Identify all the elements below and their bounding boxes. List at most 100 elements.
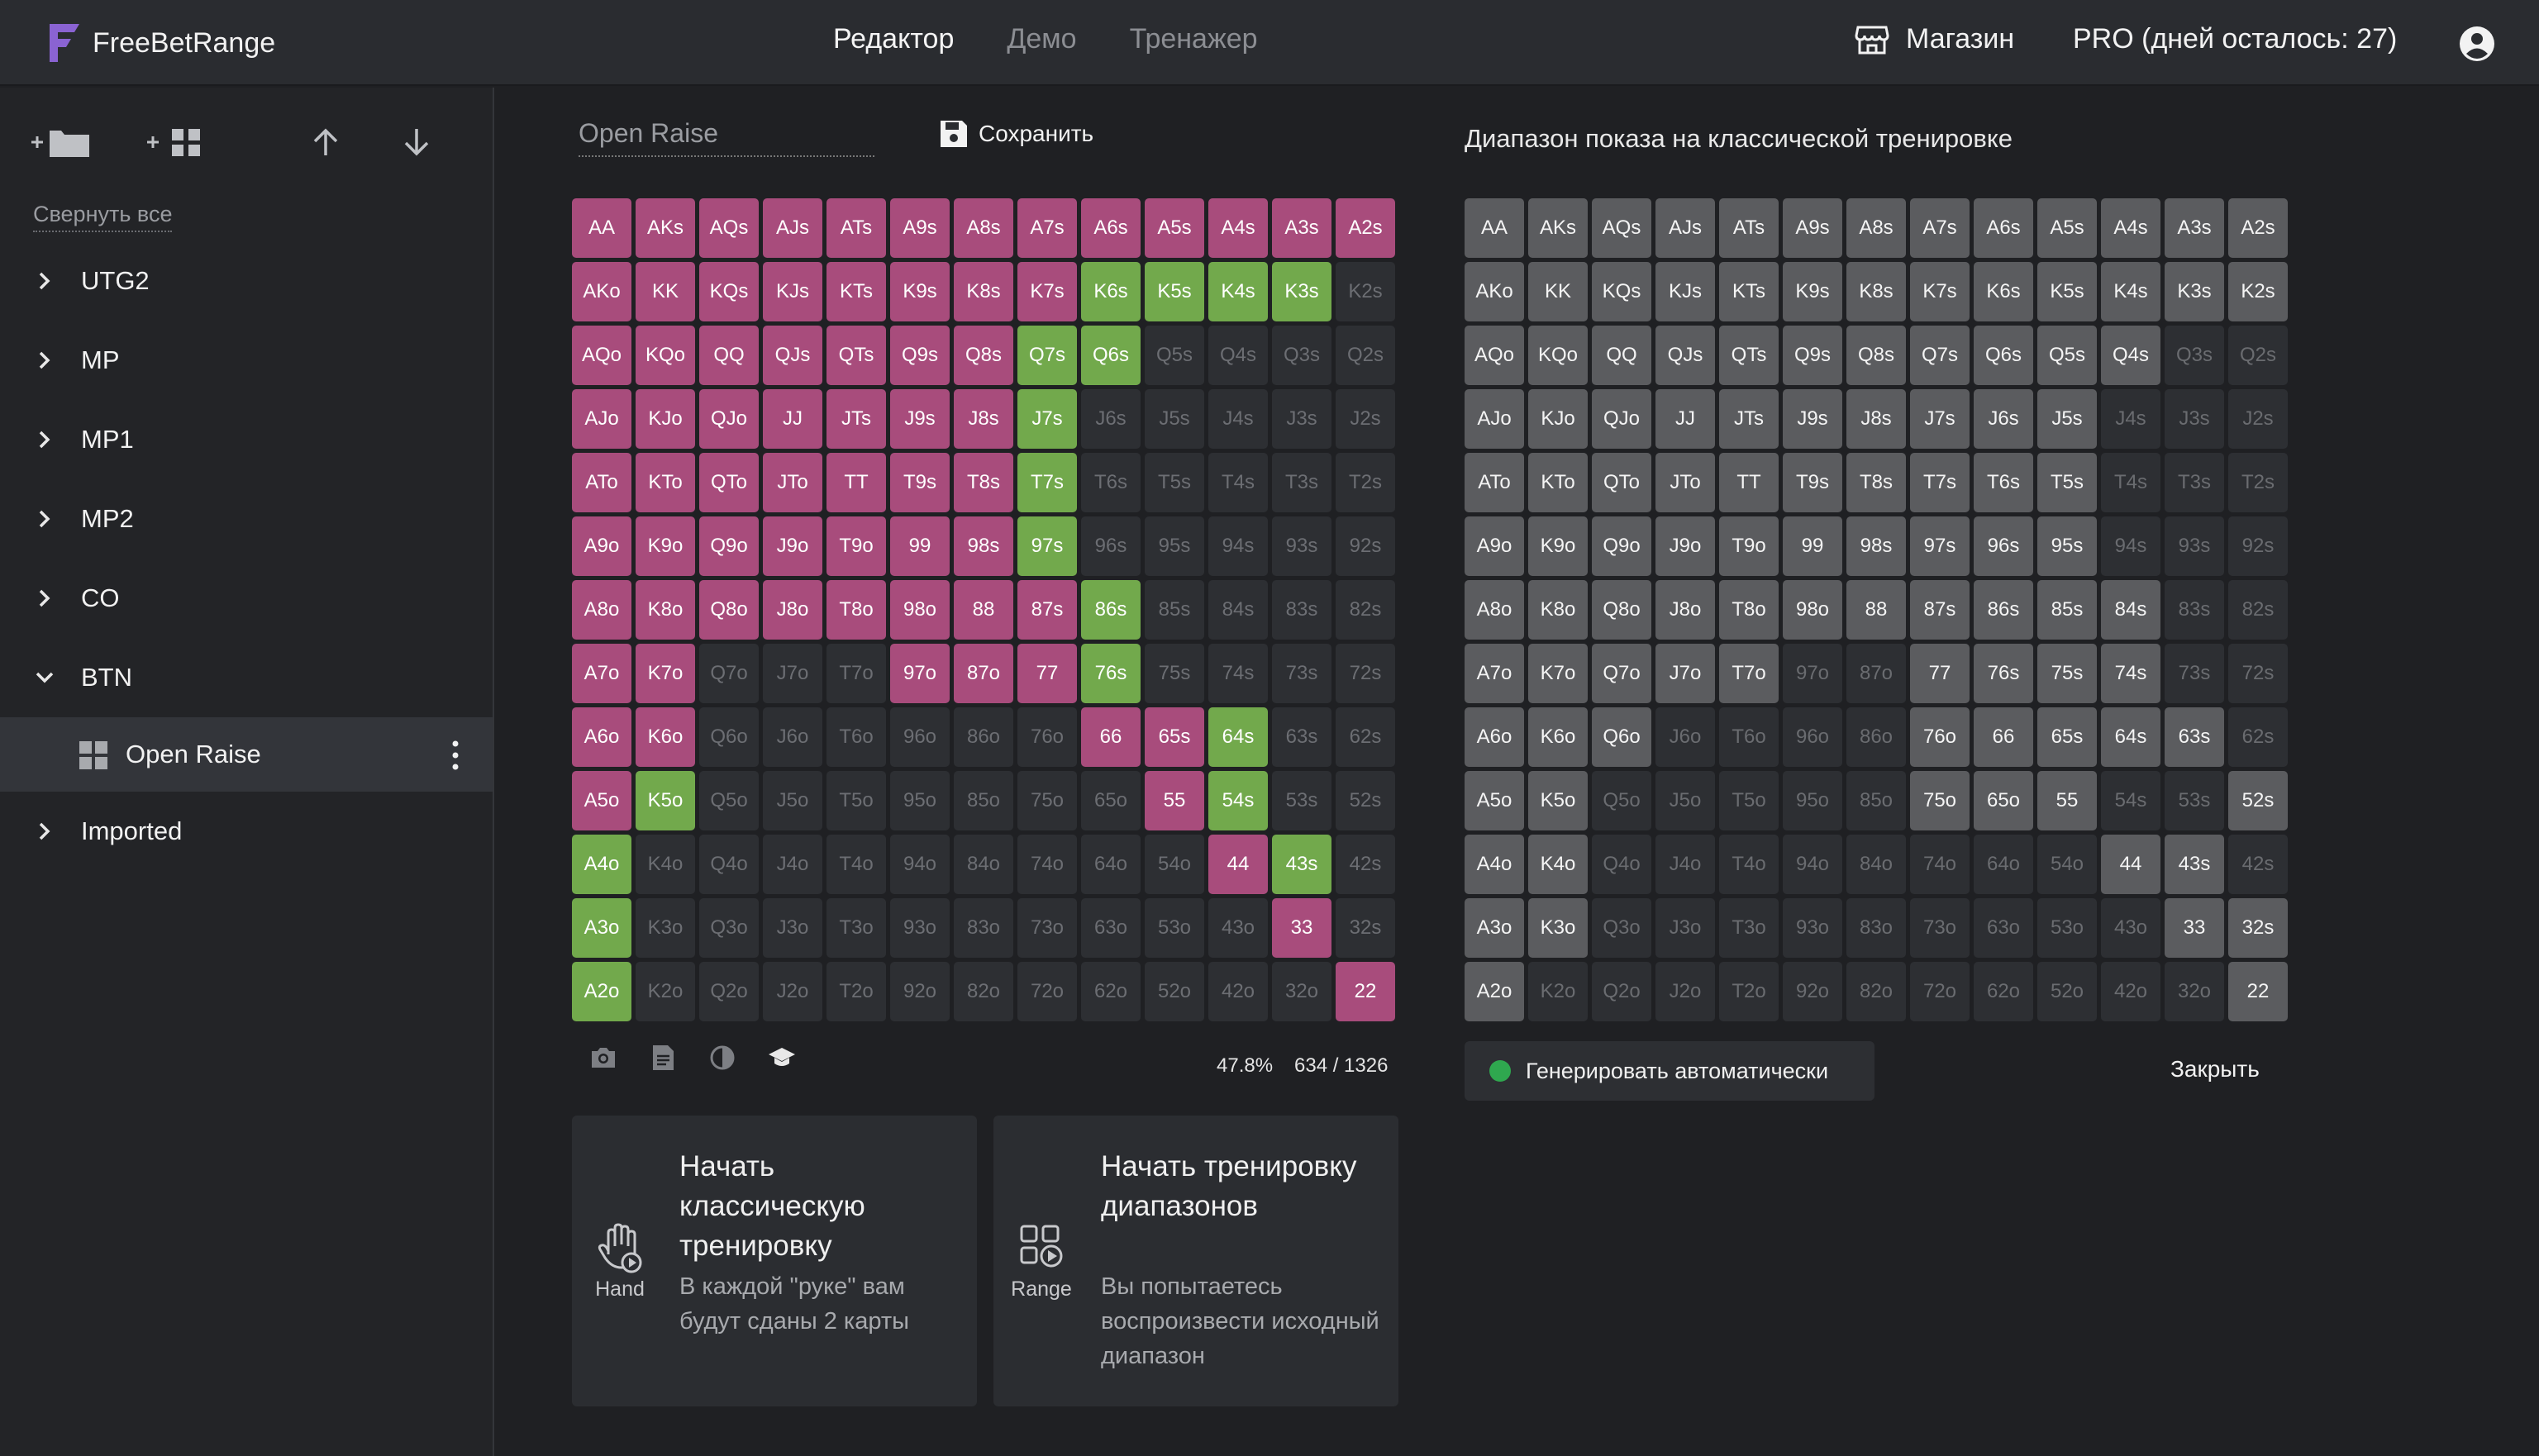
- left-hand-cell[interactable]: KQs: [699, 262, 759, 321]
- right-hand-cell[interactable]: TT: [1719, 453, 1779, 512]
- right-hand-cell[interactable]: 86s: [1974, 580, 2033, 640]
- right-hand-cell[interactable]: J9s: [1783, 389, 1842, 449]
- left-hand-cell[interactable]: A7s: [1017, 198, 1077, 258]
- left-hand-cell[interactable]: AQs: [699, 198, 759, 258]
- right-hand-cell[interactable]: KTs: [1719, 262, 1779, 321]
- right-hand-cell[interactable]: T3s: [2165, 453, 2224, 512]
- left-hand-cell[interactable]: 43o: [1208, 898, 1268, 958]
- right-hand-cell[interactable]: AJo: [1465, 389, 1524, 449]
- left-hand-cell[interactable]: QJo: [699, 389, 759, 449]
- right-hand-cell[interactable]: 64s: [2101, 707, 2160, 767]
- left-hand-cell[interactable]: KQo: [636, 326, 695, 385]
- left-hand-cell[interactable]: T2s: [1336, 453, 1395, 512]
- left-hand-cell[interactable]: 44: [1208, 835, 1268, 894]
- sidebar-item-co[interactable]: CO: [0, 559, 493, 638]
- left-hand-cell[interactable]: 92s: [1336, 516, 1395, 576]
- left-hand-cell[interactable]: 63s: [1272, 707, 1331, 767]
- right-hand-cell[interactable]: J4o: [1655, 835, 1715, 894]
- left-hand-cell[interactable]: A6o: [572, 707, 631, 767]
- left-hand-cell[interactable]: J2o: [763, 962, 822, 1021]
- left-hand-cell[interactable]: K2o: [636, 962, 695, 1021]
- right-hand-cell[interactable]: 55: [2037, 771, 2097, 830]
- left-hand-cell[interactable]: KJs: [763, 262, 822, 321]
- sidebar-item-open-raise[interactable]: Open Raise: [0, 717, 493, 792]
- right-hand-cell[interactable]: 62s: [2228, 707, 2288, 767]
- left-hand-cell[interactable]: 97o: [890, 644, 950, 703]
- right-hand-cell[interactable]: Q4s: [2101, 326, 2160, 385]
- left-hand-cell[interactable]: J9o: [763, 516, 822, 576]
- left-hand-cell[interactable]: A9s: [890, 198, 950, 258]
- left-hand-cell[interactable]: 85s: [1145, 580, 1204, 640]
- left-hand-cell[interactable]: Q6s: [1081, 326, 1141, 385]
- left-hand-cell[interactable]: A2o: [572, 962, 631, 1021]
- right-hand-cell[interactable]: Q7o: [1592, 644, 1651, 703]
- right-hand-cell[interactable]: 87s: [1910, 580, 1970, 640]
- left-hand-cell[interactable]: 73s: [1272, 644, 1331, 703]
- left-hand-cell[interactable]: K3s: [1272, 262, 1331, 321]
- move-up-button[interactable]: [307, 119, 344, 165]
- right-hand-cell[interactable]: 75s: [2037, 644, 2097, 703]
- left-hand-cell[interactable]: J3o: [763, 898, 822, 958]
- left-hand-cell[interactable]: 65s: [1145, 707, 1204, 767]
- right-hand-cell[interactable]: Q2s: [2228, 326, 2288, 385]
- left-hand-cell[interactable]: 88: [954, 580, 1013, 640]
- right-hand-cell[interactable]: 82s: [2228, 580, 2288, 640]
- left-hand-cell[interactable]: Q5s: [1145, 326, 1204, 385]
- right-hand-cell[interactable]: 94o: [1783, 835, 1842, 894]
- right-hand-cell[interactable]: AQs: [1592, 198, 1651, 258]
- chevron-right-icon[interactable]: [33, 428, 56, 451]
- right-hand-cell[interactable]: Q8o: [1592, 580, 1651, 640]
- right-hand-cell[interactable]: Q3s: [2165, 326, 2224, 385]
- right-hand-cell[interactable]: J6s: [1974, 389, 2033, 449]
- right-hand-cell[interactable]: 65o: [1974, 771, 2033, 830]
- right-hand-cell[interactable]: AKs: [1528, 198, 1588, 258]
- left-hand-cell[interactable]: A8s: [954, 198, 1013, 258]
- right-hand-cell[interactable]: 72s: [2228, 644, 2288, 703]
- right-hand-cell[interactable]: K4s: [2101, 262, 2160, 321]
- right-hand-cell[interactable]: KK: [1528, 262, 1588, 321]
- left-hand-cell[interactable]: 86s: [1081, 580, 1141, 640]
- right-hand-cell[interactable]: K5o: [1528, 771, 1588, 830]
- left-hand-cell[interactable]: KK: [636, 262, 695, 321]
- right-hand-cell[interactable]: J8s: [1846, 389, 1906, 449]
- right-hand-cell[interactable]: K4o: [1528, 835, 1588, 894]
- right-hand-cell[interactable]: T5o: [1719, 771, 1779, 830]
- left-hand-cell[interactable]: 82o: [954, 962, 1013, 1021]
- left-hand-cell[interactable]: 94o: [890, 835, 950, 894]
- left-hand-cell[interactable]: 33: [1272, 898, 1331, 958]
- left-hand-cell[interactable]: K7o: [636, 644, 695, 703]
- left-hand-cell[interactable]: T4s: [1208, 453, 1268, 512]
- right-hand-cell[interactable]: Q5s: [2037, 326, 2097, 385]
- right-hand-cell[interactable]: 75o: [1910, 771, 1970, 830]
- left-hand-cell[interactable]: JJ: [763, 389, 822, 449]
- left-hand-cell[interactable]: 73o: [1017, 898, 1077, 958]
- left-hand-cell[interactable]: T9s: [890, 453, 950, 512]
- left-hand-cell[interactable]: K5s: [1145, 262, 1204, 321]
- right-hand-cell[interactable]: 93s: [2165, 516, 2224, 576]
- right-hand-cell[interactable]: T2o: [1719, 962, 1779, 1021]
- right-hand-cell[interactable]: K2o: [1528, 962, 1588, 1021]
- left-hand-cell[interactable]: J6s: [1081, 389, 1141, 449]
- right-hand-cell[interactable]: 97s: [1910, 516, 1970, 576]
- right-hand-cell[interactable]: A5s: [2037, 198, 2097, 258]
- right-hand-cell[interactable]: Q6o: [1592, 707, 1651, 767]
- right-hand-cell[interactable]: A9s: [1783, 198, 1842, 258]
- right-hand-cell[interactable]: J8o: [1655, 580, 1715, 640]
- right-hand-cell[interactable]: 72o: [1910, 962, 1970, 1021]
- left-hand-cell[interactable]: 54s: [1208, 771, 1268, 830]
- left-hand-cell[interactable]: TT: [826, 453, 886, 512]
- left-hand-cell[interactable]: QJs: [763, 326, 822, 385]
- right-hand-cell[interactable]: A6o: [1465, 707, 1524, 767]
- right-hand-cell[interactable]: 22: [2228, 962, 2288, 1021]
- right-hand-cell[interactable]: Q5o: [1592, 771, 1651, 830]
- left-hand-cell[interactable]: J8s: [954, 389, 1013, 449]
- right-hand-cell[interactable]: JTo: [1655, 453, 1715, 512]
- left-hand-cell[interactable]: K8s: [954, 262, 1013, 321]
- right-hand-cell[interactable]: 65s: [2037, 707, 2097, 767]
- left-hand-cell[interactable]: 72s: [1336, 644, 1395, 703]
- right-hand-cell[interactable]: A9o: [1465, 516, 1524, 576]
- left-hand-cell[interactable]: 55: [1145, 771, 1204, 830]
- left-hand-cell[interactable]: 64o: [1081, 835, 1141, 894]
- contrast-icon[interactable]: [707, 1043, 737, 1073]
- left-hand-cell[interactable]: K9s: [890, 262, 950, 321]
